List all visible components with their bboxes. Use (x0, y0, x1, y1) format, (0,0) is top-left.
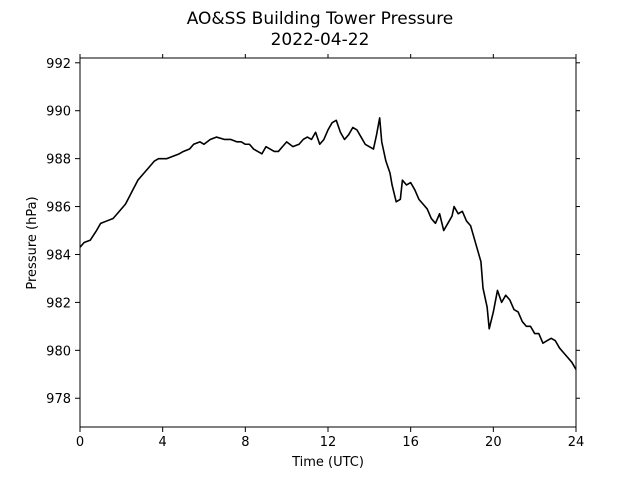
y-tick-label: 984 (46, 248, 71, 263)
x-axis-label: Time (UTC) (291, 455, 364, 470)
chart-subtitle: 2022-04-22 (271, 30, 370, 50)
x-axis-ticks: 0 4 8 12 16 20 24 (76, 54, 584, 450)
y-tick-label: 992 (46, 57, 71, 72)
y-tick-label: 988 (46, 153, 71, 168)
y-tick-label: 990 (46, 105, 71, 120)
y-tick-label: 986 (46, 201, 71, 216)
x-tick-label: 24 (568, 435, 585, 450)
x-tick-label: 0 (76, 435, 84, 450)
y-tick-label: 980 (46, 344, 71, 359)
chart-title: AO&SS Building Tower Pressure (187, 9, 454, 29)
y-tick-label: 982 (46, 296, 71, 311)
y-tick-label: 978 (46, 392, 71, 407)
plot-area: 0 4 8 12 16 20 24 978 980 982 984 986 988 990 992 (46, 54, 584, 450)
x-tick-label: 16 (402, 435, 419, 450)
x-tick-label: 4 (159, 435, 167, 450)
pressure-series-line (79, 117, 577, 370)
x-tick-label: 20 (485, 435, 502, 450)
x-tick-label: 12 (320, 435, 337, 450)
y-axis-label: Pressure (hPa) (25, 196, 40, 289)
y-axis-ticks: 978 980 982 984 986 988 990 992 (46, 57, 580, 407)
plot-frame (79, 57, 577, 428)
x-tick-label: 8 (241, 435, 249, 450)
